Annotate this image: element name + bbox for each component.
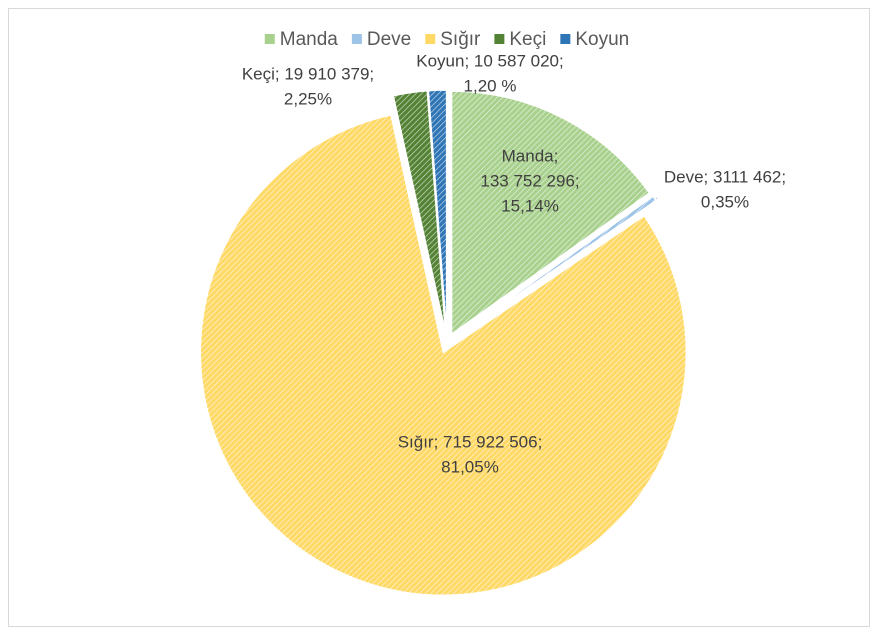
data-label: Keçi; 19 910 379; (242, 64, 374, 83)
legend-item: Deve (351, 29, 411, 50)
legend-item: Koyun (560, 29, 629, 50)
pie-slice (199, 114, 688, 597)
pie-slice (427, 89, 448, 334)
pie-slice (450, 90, 651, 336)
data-label: 1,20 % (464, 76, 517, 95)
data-labels: Manda; 133 752 296; 15,14% Deve; 3111 462; 0… (242, 51, 786, 476)
pie-slice (392, 89, 447, 334)
data-label: 2,25% (284, 89, 332, 108)
legend-item: Keçi (494, 29, 546, 50)
data-label: Sığır; 715 922 506; (398, 432, 543, 451)
data-label: Manda; (502, 146, 559, 165)
legend-item: Manda (264, 29, 339, 50)
pie (199, 89, 688, 597)
legend-label: Deve (367, 29, 411, 50)
data-label: 133 752 296; (480, 171, 579, 190)
pie-slice (454, 195, 658, 338)
data-label: 81,05% (441, 457, 499, 476)
legend-swatch (264, 34, 275, 44)
data-label: 15,14% (501, 196, 559, 215)
legend: Manda Deve Sığır Keçi Koyun (264, 29, 629, 50)
legend-label: Koyun (575, 29, 629, 50)
data-label: Koyun; 10 587 020; (416, 51, 563, 70)
legend-label: Sığır (440, 29, 481, 50)
legend-item: Sığır (425, 29, 481, 50)
legend-label: Keçi (509, 29, 546, 50)
legend-swatch (351, 34, 362, 44)
data-label: 0,35% (701, 192, 749, 211)
legend-swatch (560, 34, 571, 44)
legend-swatch (494, 34, 505, 44)
data-label: Deve; 3111 462; (664, 167, 786, 186)
legend-label: Manda (280, 29, 339, 50)
legend-swatch (425, 34, 436, 44)
